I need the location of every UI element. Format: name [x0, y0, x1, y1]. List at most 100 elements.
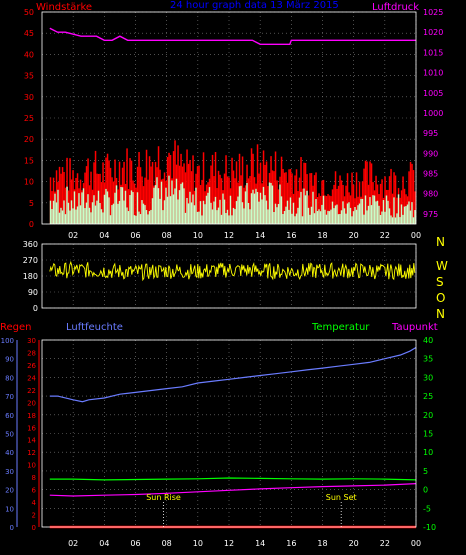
gust-bar — [211, 154, 214, 224]
gust-bar — [328, 195, 331, 224]
wind-bar — [186, 197, 188, 224]
gust-bar — [381, 179, 383, 224]
gust-bar — [64, 187, 67, 224]
gust-bar — [87, 158, 89, 224]
rain-tick-label: 2 — [32, 512, 36, 520]
gust-bar — [96, 173, 98, 224]
gust-bar — [309, 173, 311, 224]
wind-bar — [352, 211, 355, 224]
wind-bar — [297, 207, 299, 224]
wind-bar — [295, 213, 298, 224]
gust-bar — [289, 169, 292, 224]
gust-bar — [88, 185, 91, 224]
wind-bar — [51, 209, 53, 224]
wind-bar — [169, 196, 172, 224]
wind-bar — [340, 210, 343, 224]
wind-bar — [412, 217, 415, 224]
wind-bar — [283, 211, 286, 224]
gust-bar — [174, 140, 176, 224]
wind-bar — [162, 210, 164, 224]
wind-bar — [199, 201, 202, 224]
wind-bar — [145, 210, 148, 224]
humidity-axis-title: Luftfeuchte — [66, 322, 123, 333]
wind-bar — [331, 201, 334, 224]
gust-bar — [51, 191, 53, 224]
pressure-tick-label: 980 — [423, 190, 438, 199]
wind-bar — [96, 200, 98, 224]
gust-bar — [202, 152, 205, 224]
direction-tick-label: 270 — [23, 256, 38, 265]
wind-bar — [87, 194, 89, 224]
pressure-line-group — [49, 27, 416, 45]
wind-bar — [301, 216, 304, 224]
wind-bar — [369, 197, 371, 224]
pressure-tick-label: 990 — [423, 149, 438, 158]
gust-bar — [135, 187, 137, 224]
wind-bar — [291, 213, 293, 224]
wind-bar — [292, 202, 295, 224]
rain-tick-label: 4 — [32, 499, 37, 507]
gust-bar — [99, 173, 101, 224]
wind-bar — [93, 195, 95, 224]
wind-bar — [285, 206, 287, 224]
wind-bar — [324, 209, 326, 224]
gust-bar — [351, 172, 353, 224]
wind-bar — [393, 197, 395, 224]
gust-bar — [139, 167, 142, 224]
gust-bar — [85, 166, 88, 224]
gust-bar — [225, 155, 227, 224]
temperature-tick-label: 30 — [423, 373, 433, 382]
wind-bar — [166, 196, 169, 224]
wind-bar — [261, 199, 263, 224]
gust-bar — [291, 173, 293, 224]
wind-bar — [85, 202, 88, 224]
gust-bar — [300, 157, 302, 224]
wind-bar — [240, 185, 242, 224]
wind-bar — [103, 194, 106, 224]
rain-tick-label: 16 — [27, 424, 36, 432]
wind-bar — [342, 201, 344, 224]
wind-bar — [309, 214, 311, 224]
gust-bar — [214, 152, 217, 224]
wind-bar — [67, 202, 70, 224]
gust-bar — [147, 179, 149, 224]
gust-bar — [210, 165, 212, 224]
wind-bar — [408, 201, 410, 224]
gust-bar — [157, 146, 160, 224]
wind-bar — [336, 204, 338, 224]
temperature-tick-label: -5 — [423, 504, 431, 513]
x-tick-label: 10 — [193, 231, 203, 240]
wind-bar — [60, 207, 62, 224]
wind-bar — [211, 209, 214, 224]
gust-bar — [100, 182, 103, 224]
wind-bar — [355, 209, 358, 224]
temperature-line — [49, 477, 417, 481]
wind-bar — [157, 188, 160, 224]
gust-bar — [274, 151, 277, 224]
wind-bar — [265, 200, 268, 224]
rain-axis-title: Regen — [0, 322, 32, 333]
gust-bar — [150, 166, 152, 224]
wind-bar — [153, 187, 155, 224]
wind-bar — [117, 203, 119, 224]
wind-bar — [159, 198, 161, 224]
wind-bar — [397, 194, 400, 224]
gust-bar — [232, 170, 235, 224]
wind-bar — [310, 206, 313, 224]
gust-bar — [339, 175, 341, 224]
wind-bar — [403, 206, 406, 224]
wind-bar — [388, 208, 391, 224]
x-tick-label: 08 — [162, 231, 172, 240]
wind-bar — [237, 196, 239, 224]
wind-bar — [88, 207, 91, 224]
wind-bar — [232, 207, 235, 224]
gust-bar — [114, 159, 116, 224]
gust-bar — [127, 189, 130, 224]
gust-bar — [58, 166, 61, 224]
rain-tick-label: 22 — [27, 387, 36, 395]
x-tick-label: 00 — [411, 539, 421, 548]
wind-bar — [279, 184, 281, 224]
wind-bar — [115, 185, 118, 224]
